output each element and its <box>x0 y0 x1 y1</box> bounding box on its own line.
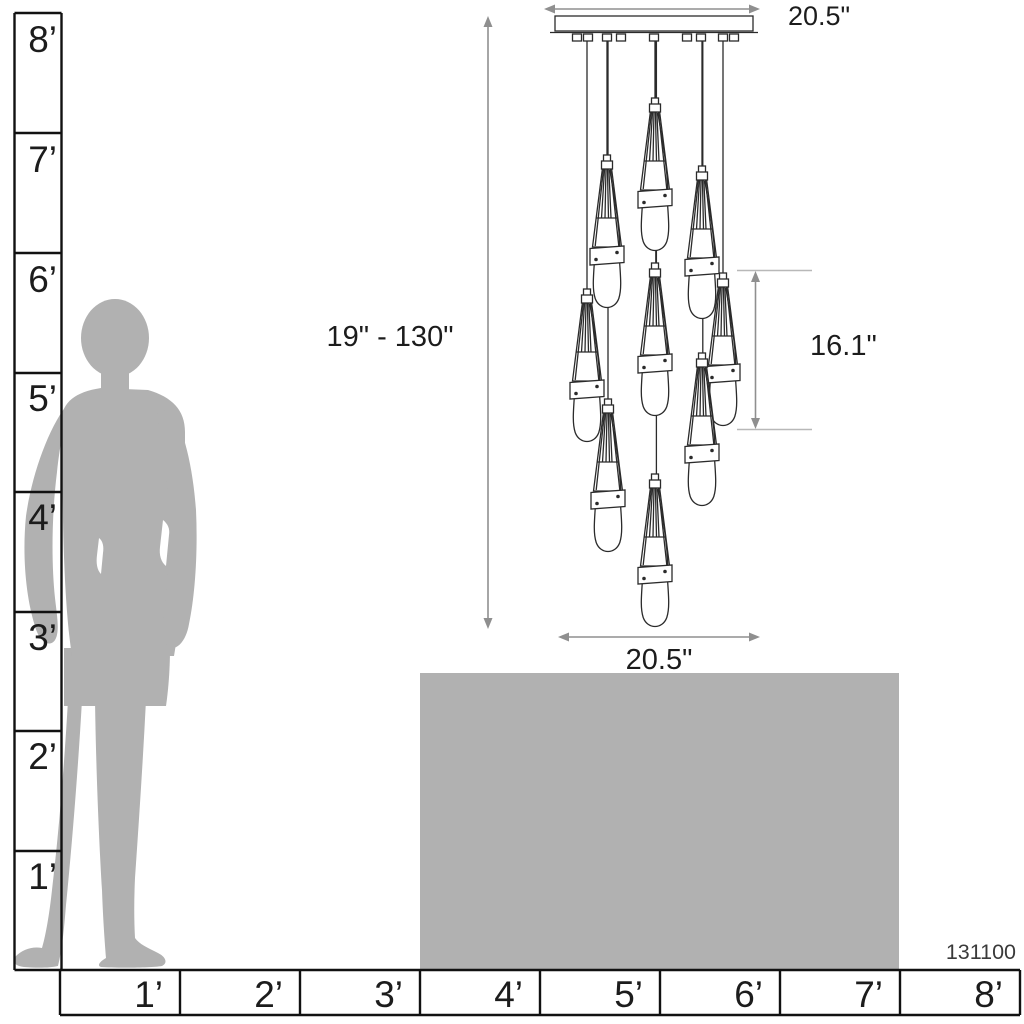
silhouette-right-leg <box>95 700 166 968</box>
cluster-spread-label: 20.5" <box>626 644 693 676</box>
arrow-right-icon <box>749 632 760 642</box>
silhouette-left-arm <box>24 406 70 644</box>
silhouette-pants <box>64 648 170 706</box>
silhouette-right-arm <box>156 408 197 648</box>
pendant-height-label: 16.1" <box>810 330 877 362</box>
canopy-cord-mounts <box>571 33 740 42</box>
silhouette-head <box>81 299 149 377</box>
arrow-up-icon <box>751 271 760 282</box>
dimension-pendant-height: 16.1" <box>737 269 877 431</box>
horizontal-ruler-label-2ft: 2’ <box>254 974 283 1015</box>
silhouette-right-hand-gap <box>159 520 170 566</box>
vertical-ruler-label-4ft: 4’ <box>28 497 57 538</box>
arrow-right-icon <box>749 4 760 14</box>
vertical-ruler-label-5ft: 5’ <box>28 378 57 419</box>
canopy <box>550 15 758 42</box>
vertical-ruler-label-6ft: 6’ <box>28 259 57 300</box>
arrow-up-icon <box>483 16 493 27</box>
person-silhouette <box>14 299 197 968</box>
arrow-left-icon <box>558 632 569 642</box>
horizontal-ruler: 1’ 2’ 3’ 4’ 5’ 6’ 7’ 8’ <box>58 968 1022 1017</box>
horizontal-ruler-label-8ft: 8’ <box>974 974 1003 1015</box>
arrow-down-icon <box>483 618 493 629</box>
horizontal-ruler-label-5ft: 5’ <box>614 974 643 1015</box>
vertical-ruler-label-8ft: 8’ <box>28 19 57 60</box>
vertical-ruler-label-7ft: 7’ <box>28 139 57 180</box>
vertical-ruler-label-2ft: 2’ <box>28 736 57 777</box>
pendant-3 <box>684 165 720 320</box>
silhouette-torso <box>61 388 185 656</box>
overall-height-label: 19" - 130" <box>326 321 453 353</box>
arrow-down-icon <box>751 418 760 429</box>
horizontal-ruler-label-4ft: 4’ <box>494 974 523 1015</box>
pendant-fixture <box>550 15 758 628</box>
silhouette-left-leg <box>14 700 82 968</box>
pendant-4 <box>637 262 673 417</box>
pendant-6 <box>569 288 605 443</box>
arrow-left-icon <box>544 4 555 14</box>
dimension-overall-height: 19" - 130" <box>326 16 493 629</box>
horizontal-ruler-label-7ft: 7’ <box>854 974 883 1015</box>
vertical-ruler: 8’ 7’ 6’ 5’ 4’ 3’ 2’ 1’ <box>13 11 63 972</box>
pendant-1 <box>637 97 673 252</box>
vertical-ruler-label-1ft: 1’ <box>28 856 57 897</box>
dimension-cluster-spread: 20.5" <box>558 632 760 676</box>
pendant-9 <box>637 473 673 628</box>
dimension-canopy-width: 20.5" <box>544 1 850 31</box>
silhouette-left-pocket-gap <box>96 538 104 574</box>
horizontal-ruler-label-6ft: 6’ <box>734 974 763 1015</box>
horizontal-ruler-label-1ft: 1’ <box>134 974 163 1015</box>
canopy-width-label: 20.5" <box>788 1 850 31</box>
table-block <box>420 673 899 970</box>
product-code: 131100 <box>946 940 1016 964</box>
horizontal-ruler-label-3ft: 3’ <box>374 974 403 1015</box>
vertical-ruler-label-3ft: 3’ <box>28 617 57 658</box>
silhouette-neck <box>101 364 129 396</box>
pendant-2 <box>589 154 625 309</box>
